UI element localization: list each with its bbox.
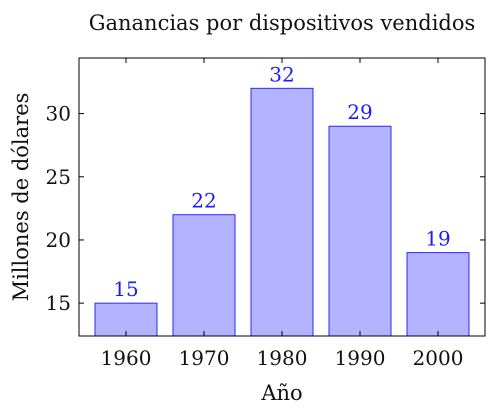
- x-tick-label-1990: 1990: [335, 346, 386, 370]
- chart-title: Ganancias por dispositivos vendidos: [89, 11, 476, 35]
- y-tick-label-15: 15: [46, 291, 71, 315]
- data-label-1990: 29: [347, 100, 372, 124]
- data-label-1970: 22: [191, 189, 216, 213]
- x-axis-ticks: 1960 1970 1980 1990 2000: [101, 58, 464, 370]
- bar-2000: [406, 252, 470, 337]
- data-label-1980: 32: [269, 62, 294, 86]
- y-tick-label-20: 20: [46, 228, 71, 252]
- bars-group: [94, 87, 470, 337]
- data-label-1960: 15: [113, 277, 138, 301]
- y-axis-label: Millones de dólares: [9, 93, 33, 302]
- bar-1970: [172, 214, 236, 337]
- x-tick-label-1980: 1980: [257, 346, 308, 370]
- y-tick-label-30: 30: [46, 102, 71, 126]
- x-tick-label-2000: 2000: [413, 346, 464, 370]
- bar-1990: [328, 125, 392, 337]
- x-tick-label-1970: 1970: [179, 346, 230, 370]
- y-tick-label-25: 25: [46, 165, 71, 189]
- bar-1980: [250, 87, 314, 337]
- y-axis-ticks: 15 20 25 30: [46, 102, 485, 315]
- data-label-2000: 19: [425, 227, 450, 251]
- bar-1960: [94, 302, 158, 337]
- plot-area: 15 22 32 29 19 15 20 25 30 1960 1970 1980 1990 2000: [46, 57, 486, 370]
- x-axis-label: Año: [260, 381, 302, 405]
- x-tick-label-1960: 1960: [101, 346, 152, 370]
- data-labels-group: 15 22 32 29 19: [113, 62, 450, 301]
